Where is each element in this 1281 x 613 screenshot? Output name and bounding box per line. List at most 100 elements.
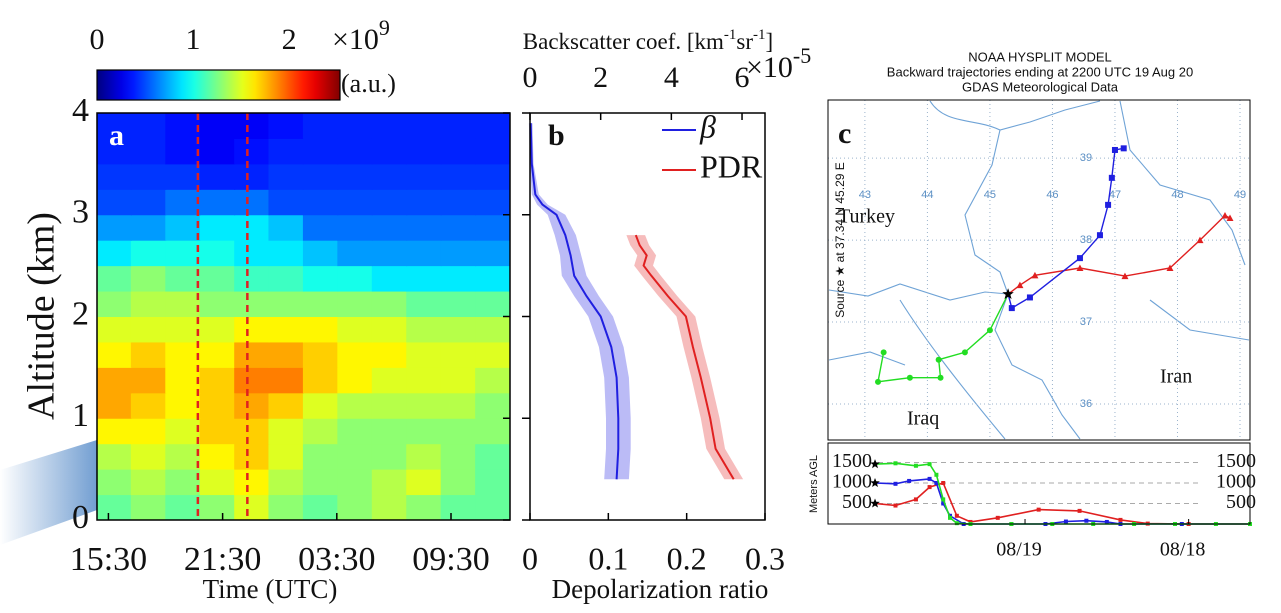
- trajectory-marker: [1026, 294, 1033, 301]
- heatmap-cell: [97, 468, 132, 496]
- side-label: Source ★ at 37.34 N 45.29 E: [833, 162, 847, 318]
- heatmap-cell: [475, 417, 510, 445]
- height-marker: [1084, 518, 1089, 523]
- heatmap-cell: [475, 443, 510, 470]
- heatmap-cell: [440, 188, 477, 216]
- river: [899, 299, 1006, 440]
- heatmap-cell: [337, 113, 373, 139]
- heatmap-cell: [302, 113, 339, 139]
- heatmap-cell: [268, 239, 304, 267]
- heatmap-cell: [302, 341, 339, 368]
- x-tick-label: 09:30: [412, 541, 489, 578]
- heatmap-cell: [302, 265, 339, 292]
- heatmap-cell: [302, 290, 339, 317]
- heatmap-cell: [165, 163, 201, 190]
- trajectory-marker: [880, 349, 887, 356]
- heatmap-cell: [268, 341, 304, 368]
- heatmap-cell: [302, 239, 339, 267]
- heatmap-cell: [371, 239, 408, 267]
- heatmap-cell: [371, 366, 408, 394]
- height-marker: [968, 519, 973, 524]
- height-marker: [1104, 519, 1109, 524]
- border: [1119, 100, 1246, 266]
- heatmap-cell: [475, 290, 510, 317]
- heatmap-cell: [97, 188, 132, 216]
- heatmap-cell: [337, 214, 373, 241]
- lat-label: 38: [1080, 234, 1092, 246]
- lat-label: 36: [1080, 398, 1092, 410]
- heatmap-cell: [302, 214, 339, 241]
- trajectory: [877, 293, 1009, 383]
- heatmap-cell: [130, 417, 167, 445]
- heatmap-cell: [406, 316, 442, 343]
- y-tick-label: 1500: [832, 450, 872, 472]
- heatmap-cell: [97, 265, 132, 292]
- heatmap-cell: [199, 239, 236, 267]
- heatmap-cell: [337, 163, 373, 190]
- heatmap-cell: [165, 316, 201, 343]
- heatmap-cell: [130, 316, 167, 343]
- heatmap-cell: [234, 316, 270, 343]
- heatmap-cell: [440, 265, 477, 292]
- border: [828, 283, 1009, 301]
- trajectory-marker: [1120, 145, 1127, 152]
- trajectory-marker: [1008, 305, 1015, 312]
- heatmap-cell: [337, 316, 373, 343]
- x-tick-label: 08/18: [1160, 539, 1206, 561]
- heatmap-cell: [337, 366, 373, 394]
- lon-label: 45: [984, 189, 996, 201]
- y-tick-label: 2: [72, 295, 89, 332]
- y-axis-label: Meters AGL: [808, 455, 820, 513]
- heatmap-cell: [302, 443, 339, 470]
- heatmap-cell: [475, 163, 510, 190]
- height-marker: [893, 481, 898, 486]
- heatmap-cell: [268, 163, 304, 190]
- heatmap-cell: [130, 239, 167, 267]
- height-marker: [1063, 519, 1068, 524]
- heatmap-cell: [234, 468, 270, 496]
- heatmap-cell: [371, 290, 408, 317]
- lon-label: 48: [1171, 189, 1183, 201]
- heatmap-cell: [268, 468, 304, 496]
- height-marker: [913, 463, 918, 468]
- trajectory-marker: [986, 327, 993, 334]
- profile-line: [634, 234, 735, 480]
- lat-label: 37: [1080, 316, 1092, 328]
- heatmap-cell: [97, 290, 132, 317]
- uncertainty-band: [626, 235, 744, 480]
- legend-label: β: [699, 108, 716, 144]
- heatmap-cell: [406, 188, 442, 216]
- heatmap-cell: [440, 443, 477, 470]
- trajectory-marker: [1076, 255, 1083, 262]
- x-axis-label: Depolarization ratio: [552, 574, 769, 604]
- heatmap-cell: [440, 341, 477, 368]
- trajectory-marker: [961, 349, 968, 356]
- superscript: -1: [724, 27, 737, 43]
- heatmap-cell: [440, 417, 477, 445]
- heatmap-cell: [475, 214, 510, 241]
- decor-cone: [0, 440, 97, 545]
- superscript: 9: [379, 15, 390, 40]
- heatmap-cell: [234, 163, 270, 190]
- heatmap-cell: [337, 468, 373, 496]
- heatmap-cell: [337, 494, 373, 520]
- heatmap-cell: [97, 214, 132, 241]
- trajectory-marker: [1226, 214, 1234, 221]
- heatmap-cell: [302, 137, 339, 165]
- heatmap-cell: [199, 341, 236, 368]
- heatmap-cell: [234, 290, 270, 317]
- colorbar-tick-label: 2: [282, 23, 297, 56]
- heatmap-cell: [165, 366, 201, 394]
- map-title: GDAS Meteorological Data: [962, 79, 1119, 94]
- heatmap-cell: [371, 468, 408, 496]
- colorbar-tick-label: 0: [90, 23, 105, 56]
- heatmap-cells: [97, 113, 510, 520]
- heatmap-cell: [371, 188, 408, 216]
- heatmap-cell: [406, 366, 442, 394]
- trajectory-marker: [1111, 146, 1118, 153]
- heatmap-cell: [234, 366, 270, 394]
- heatmap-cell: [302, 468, 339, 496]
- map-borders: [828, 100, 1250, 440]
- heatmap-cell: [302, 392, 339, 419]
- region-label: Iran: [1160, 366, 1192, 388]
